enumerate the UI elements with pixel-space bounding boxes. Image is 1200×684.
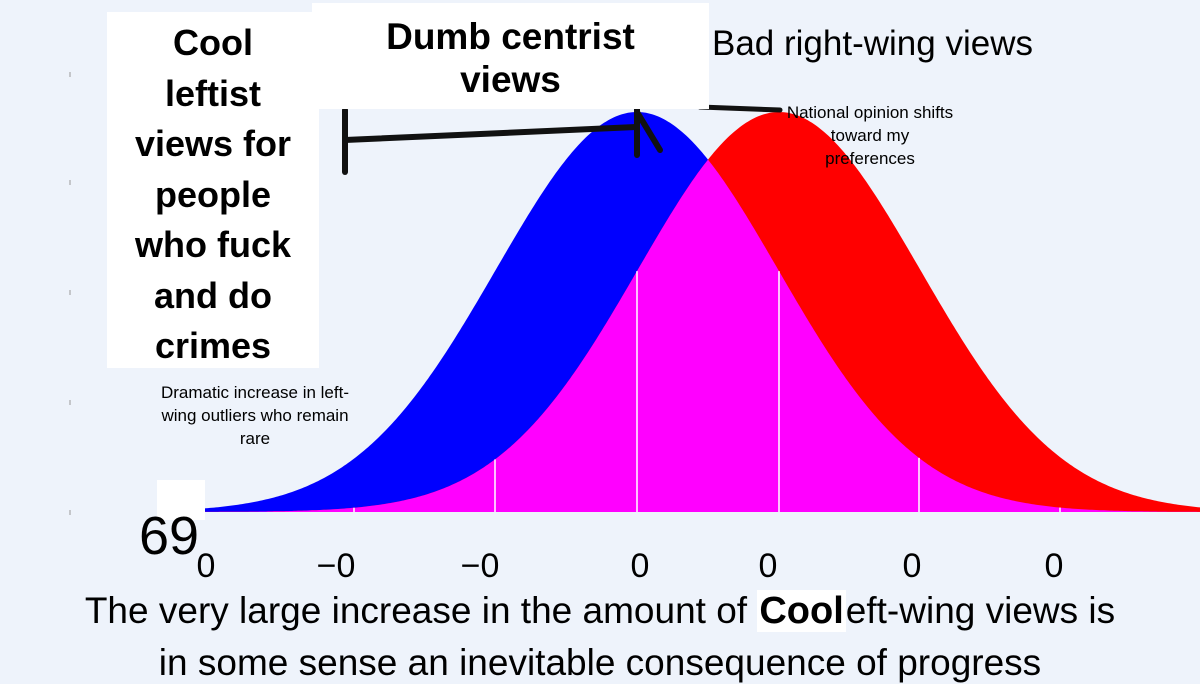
x-tick-label: −0 xyxy=(461,547,500,585)
number-69-patch xyxy=(157,480,205,520)
x-tick-label: 0 xyxy=(631,547,650,585)
cool-box-line: and do xyxy=(154,274,272,316)
caption-line-2: in some sense an inevitable consequence … xyxy=(0,642,1200,684)
cool-box-line: leftist xyxy=(164,72,261,114)
x-tick-label: 0 xyxy=(197,547,216,585)
cool-box-line: Cool xyxy=(173,22,253,63)
cool-box-line: who fuck xyxy=(134,224,291,265)
overlap-area xyxy=(200,159,1200,512)
x-tick-label: 0 xyxy=(903,547,922,585)
caption-line-2-text: in some sense an inevitable consequence … xyxy=(158,642,1042,683)
x-tick-label: 0 xyxy=(1045,547,1064,585)
x-tick-label: 0 xyxy=(759,547,778,585)
centrist-box-line: views xyxy=(460,59,561,100)
x-tick-labels: 0 −0 −0 0 0 0 0 xyxy=(197,547,1064,585)
cool-leftist-box: Cool leftist views for people who fuck a… xyxy=(107,12,319,368)
caption-suffix: eft-wing views is xyxy=(845,590,1116,631)
bracket-line xyxy=(342,124,640,143)
cool-box-line: crimes xyxy=(154,325,272,366)
cool-word-patch: Cool xyxy=(757,590,846,632)
number-69: 69 xyxy=(139,506,200,566)
caption-line-1: The very large increase in the amount of… xyxy=(0,590,1200,633)
arrow-head xyxy=(634,109,663,153)
pointer-line xyxy=(697,104,783,113)
right-wing-label: Bad right-wing views xyxy=(712,24,1033,63)
shift-bracket xyxy=(342,97,783,175)
cool-word: Cool xyxy=(759,590,844,632)
centrist-box: Dumb centrist views xyxy=(312,3,709,109)
shift-note: National opinion shifts toward my prefer… xyxy=(786,103,954,168)
outlier-note: Dramatic increase in left-wing outliers … xyxy=(160,383,349,448)
cool-box-line: views for xyxy=(134,123,292,164)
centrist-box-line: Dumb centrist xyxy=(386,16,635,57)
gridlines xyxy=(353,271,1061,512)
cool-box-line: people xyxy=(154,173,271,215)
x-tick-label: −0 xyxy=(317,547,356,585)
caption-prefix: The very large increase in the amount of xyxy=(84,590,758,631)
